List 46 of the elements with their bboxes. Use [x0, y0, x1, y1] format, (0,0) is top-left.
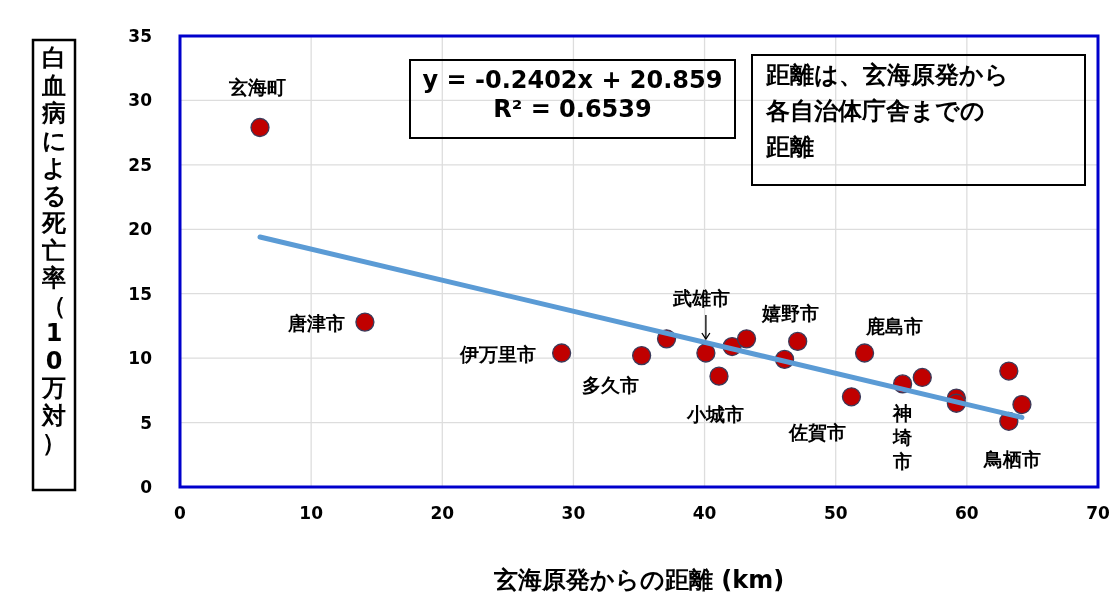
y-tick-label: 30 — [128, 90, 153, 111]
y-tick-label: 10 — [128, 348, 153, 369]
annotation: 唐津市 — [286, 312, 345, 335]
annotation: 神埼市 — [892, 401, 913, 472]
annotation: 嬉野市 — [761, 302, 820, 325]
x-tick-label: 40 — [692, 503, 717, 523]
annotation: 伊万里市 — [458, 342, 536, 365]
annotation: 玄海町 — [228, 76, 287, 99]
annotation: 小城市 — [686, 403, 745, 426]
x-tick-label: 70 — [1086, 503, 1110, 523]
point — [841, 387, 862, 407]
annotation: 鹿島市 — [865, 314, 924, 337]
annotation: 佐賀市 — [787, 420, 846, 443]
point — [788, 331, 808, 352]
y-tick-label: 15 — [128, 283, 152, 304]
point — [912, 367, 932, 388]
y-tick-label: 20 — [128, 219, 153, 240]
x-tick-label: 50 — [823, 503, 848, 523]
point — [250, 117, 270, 138]
point — [696, 343, 716, 363]
point — [709, 366, 729, 386]
point — [854, 343, 875, 363]
annotation: 距離は、玄海原発から — [765, 61, 1009, 89]
x-tick-label: 10 — [299, 503, 324, 523]
annotation: 武雄市 — [672, 286, 731, 309]
text: 白血病による死亡率（10万対） — [41, 44, 67, 457]
point — [551, 343, 572, 363]
x-tick-label: 60 — [955, 503, 979, 523]
y-tick-label: 0 — [140, 477, 153, 497]
point — [736, 329, 757, 349]
annotation: 距離 — [765, 133, 814, 161]
point — [999, 361, 1019, 381]
x-tick-label: 0 — [174, 503, 187, 523]
y-tick-label: 25 — [128, 154, 152, 175]
x-tick-label: 30 — [561, 503, 586, 523]
annotation: 各自治体庁舎までの — [765, 97, 985, 125]
x-axis-title: 玄海原発からの距離 (km) — [492, 566, 785, 594]
y-tick-label: 35 — [128, 26, 152, 46]
annotation: 多久市 — [582, 373, 640, 396]
annotation: 鳥栖市 — [983, 448, 1042, 471]
point — [631, 345, 652, 366]
x-tick-label: 20 — [430, 503, 455, 523]
point — [1012, 394, 1032, 415]
y-tick-label: 5 — [140, 412, 152, 433]
annotation: y = -0.2402x + 20.859 R² = 0.6539 — [422, 66, 723, 123]
point — [355, 312, 375, 332]
